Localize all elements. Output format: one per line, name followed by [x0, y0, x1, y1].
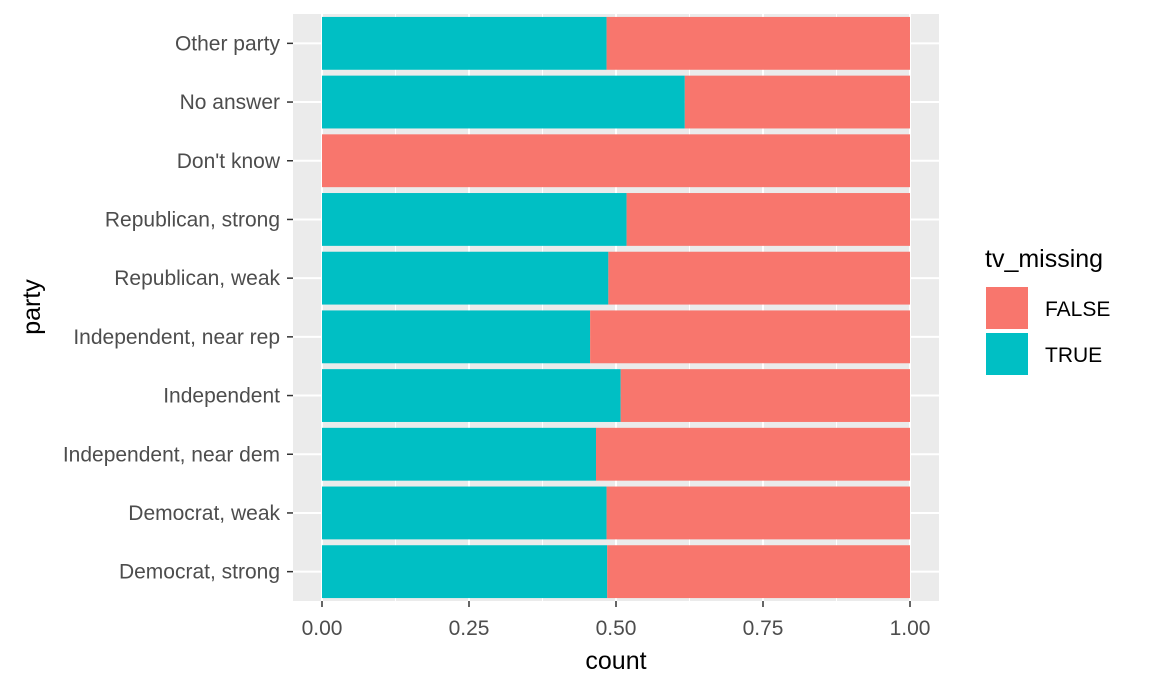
y-tick-label: Independent, near rep	[73, 326, 280, 349]
y-tick-label: Don't know	[177, 150, 281, 173]
x-tick-label: 0.50	[596, 617, 637, 640]
x-tick-label: 1.00	[890, 617, 931, 640]
y-axis: Democrat, strong Democrat, weak Independen…	[63, 32, 293, 584]
bar-false	[608, 251, 910, 305]
bar-true	[322, 75, 685, 129]
y-tick-label: Independent, near dem	[63, 443, 280, 466]
y-tick-label: Independent	[163, 385, 280, 408]
bar-false	[626, 193, 910, 246]
bar-false	[596, 427, 910, 481]
bar-false	[606, 16, 910, 70]
bar-true	[322, 193, 627, 246]
x-axis: 0.00 0.25 0.50 0.75 1.00	[302, 601, 931, 640]
y-axis-title: party	[18, 279, 46, 335]
y-tick-label: Democrat, strong	[119, 561, 280, 584]
legend-title: tv_missing	[985, 245, 1103, 273]
legend: tv_missing FALSE TRUE	[985, 245, 1110, 375]
bar-true	[322, 369, 621, 422]
bar-false	[684, 75, 910, 129]
y-tick-label: No answer	[180, 91, 280, 114]
bars	[322, 16, 910, 599]
bar-true	[322, 251, 609, 305]
bar-false	[606, 486, 910, 540]
legend-key-false	[986, 287, 1028, 329]
y-tick-label: Republican, weak	[114, 267, 280, 290]
bar-false	[620, 369, 910, 422]
x-axis-title: count	[585, 647, 646, 675]
bar-true	[322, 486, 607, 540]
x-tick-label: 0.00	[302, 617, 343, 640]
bar-true	[322, 310, 591, 364]
y-tick-label: Republican, strong	[105, 208, 280, 231]
y-tick-label: Other party	[175, 32, 281, 55]
x-tick-label: 0.75	[743, 617, 784, 640]
bar-true	[322, 427, 597, 481]
bar-false	[607, 545, 910, 599]
legend-label: TRUE	[1045, 344, 1102, 367]
legend-key-true	[986, 333, 1028, 375]
bar-true	[322, 545, 608, 599]
bar-false	[590, 310, 910, 364]
x-tick-label: 0.25	[449, 617, 490, 640]
bar-false	[322, 134, 910, 188]
y-tick-label: Democrat, weak	[128, 502, 280, 525]
legend-label: FALSE	[1045, 298, 1110, 321]
bar-true	[322, 16, 607, 70]
